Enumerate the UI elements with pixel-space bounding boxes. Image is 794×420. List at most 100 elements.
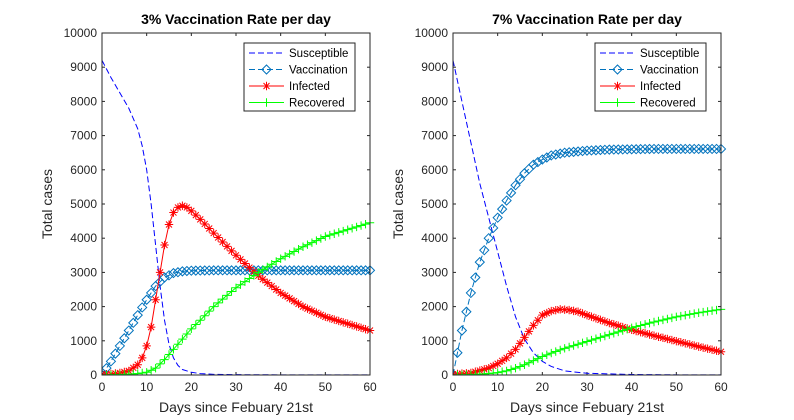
series-infected-point [551, 305, 560, 315]
series-infected-point [681, 339, 690, 348]
series-recovered [102, 218, 375, 375]
legend-entry-infected: Infected [600, 81, 681, 93]
series-vaccination-point [688, 143, 700, 155]
y-tick-label: 3000 [421, 265, 448, 279]
series-infected-point [690, 341, 699, 350]
series-recovered-point [663, 314, 672, 324]
series-vaccination-point [172, 267, 184, 278]
series-susceptible [102, 60, 371, 375]
series-recovered-point [240, 277, 250, 286]
series-recovered-point [138, 368, 147, 375]
series-infected-point [146, 322, 156, 332]
series-vaccination-point [163, 270, 175, 281]
series-recovered-point [596, 333, 605, 342]
series-infected-point [520, 333, 529, 342]
series-infected-point [484, 363, 493, 373]
series-vaccination-point [470, 272, 481, 283]
series-recovered-point [200, 311, 209, 320]
series-infected-point [155, 268, 165, 277]
y-tick-label: 0 [90, 368, 97, 382]
x-tick-label: 50 [670, 380, 684, 394]
series-infected-point [285, 294, 294, 303]
series-recovered-point [484, 369, 493, 375]
series-vaccination-point [653, 143, 664, 155]
y-tick-label: 6000 [70, 163, 97, 177]
series-infected-point [160, 240, 169, 250]
series-recovered-point [489, 368, 498, 375]
series-infected-point [339, 318, 348, 327]
series-infected-point [614, 321, 623, 330]
series-infected-point [591, 314, 601, 323]
axes-box [101, 32, 371, 376]
series-recovered-point [142, 368, 151, 375]
series-recovered-point [209, 302, 218, 311]
series-vaccination-point [671, 143, 682, 155]
series-vaccination-point [324, 265, 336, 276]
y-tick-label: 6000 [421, 163, 448, 177]
series-infected-point [654, 332, 663, 341]
series-infected-point [573, 307, 583, 316]
series-vaccination-point [684, 143, 695, 155]
y-tick-label: 10000 [415, 26, 449, 40]
series-vaccination-point [203, 265, 215, 276]
series-recovered-point [343, 225, 352, 234]
series-recovered-point [524, 358, 534, 367]
series-recovered-point [658, 315, 668, 325]
series-infected-point [511, 345, 520, 354]
series-infected-point [533, 316, 543, 325]
series-recovered-point [218, 294, 227, 304]
series-recovered-point [182, 329, 192, 339]
series-vaccination-point [613, 144, 624, 155]
series-infected-point [497, 356, 507, 366]
y-tick-label: 7000 [70, 129, 97, 143]
series-infected-point [209, 228, 218, 238]
series-infected-point [529, 321, 538, 330]
series-infected-point [280, 291, 290, 300]
y-tick-label: 10000 [64, 26, 98, 40]
x-tick-label: 10 [140, 380, 154, 394]
series-recovered-point [542, 350, 551, 360]
series-infected-point [506, 349, 516, 358]
series-infected-point [596, 315, 605, 325]
series-recovered-point [133, 369, 142, 375]
legend-label: Susceptible [289, 48, 348, 60]
series-vaccination-point [132, 309, 143, 321]
y-tick-label: 1000 [421, 334, 448, 348]
series-recovered-point [245, 274, 254, 283]
y-tick-label: 5000 [70, 197, 97, 211]
series-recovered-point [511, 363, 520, 373]
series-infected-point [502, 353, 511, 363]
series-recovered-point [618, 326, 627, 335]
series-infected-point [133, 360, 142, 369]
series-recovered-point [560, 344, 569, 353]
series-infected-point [672, 336, 681, 346]
series-vaccination-point [621, 144, 633, 155]
series-infected-point [236, 255, 245, 264]
series-recovered-point [330, 229, 339, 238]
series-recovered-point [707, 306, 717, 315]
series-vaccination-point [577, 145, 588, 157]
series-infected-point [667, 335, 677, 345]
series-infected-point [129, 363, 138, 373]
series-recovered-point [272, 257, 281, 266]
series-infected-point [325, 314, 334, 323]
series-vaccination-point [128, 317, 139, 329]
series-infected-point [631, 326, 641, 336]
series-infected-point [205, 224, 214, 233]
series-infected-point [182, 203, 192, 212]
series-vaccination-point [302, 265, 313, 276]
series-recovered-point [151, 363, 160, 373]
series-vaccination-point [697, 143, 709, 155]
series-recovered-point [227, 287, 236, 296]
series-vaccination-point [550, 149, 561, 160]
series-vaccination-point [456, 325, 468, 336]
series-recovered-point [325, 230, 334, 240]
legend-label: Recovered [640, 98, 696, 110]
series-vaccination-point [608, 144, 620, 155]
series-infected-point [605, 318, 614, 328]
series-infected-point [191, 210, 200, 220]
series-recovered-point [587, 335, 596, 345]
series-infected-point [200, 219, 209, 229]
series-vaccination-point [528, 159, 539, 170]
series-vaccination-point [479, 244, 490, 256]
